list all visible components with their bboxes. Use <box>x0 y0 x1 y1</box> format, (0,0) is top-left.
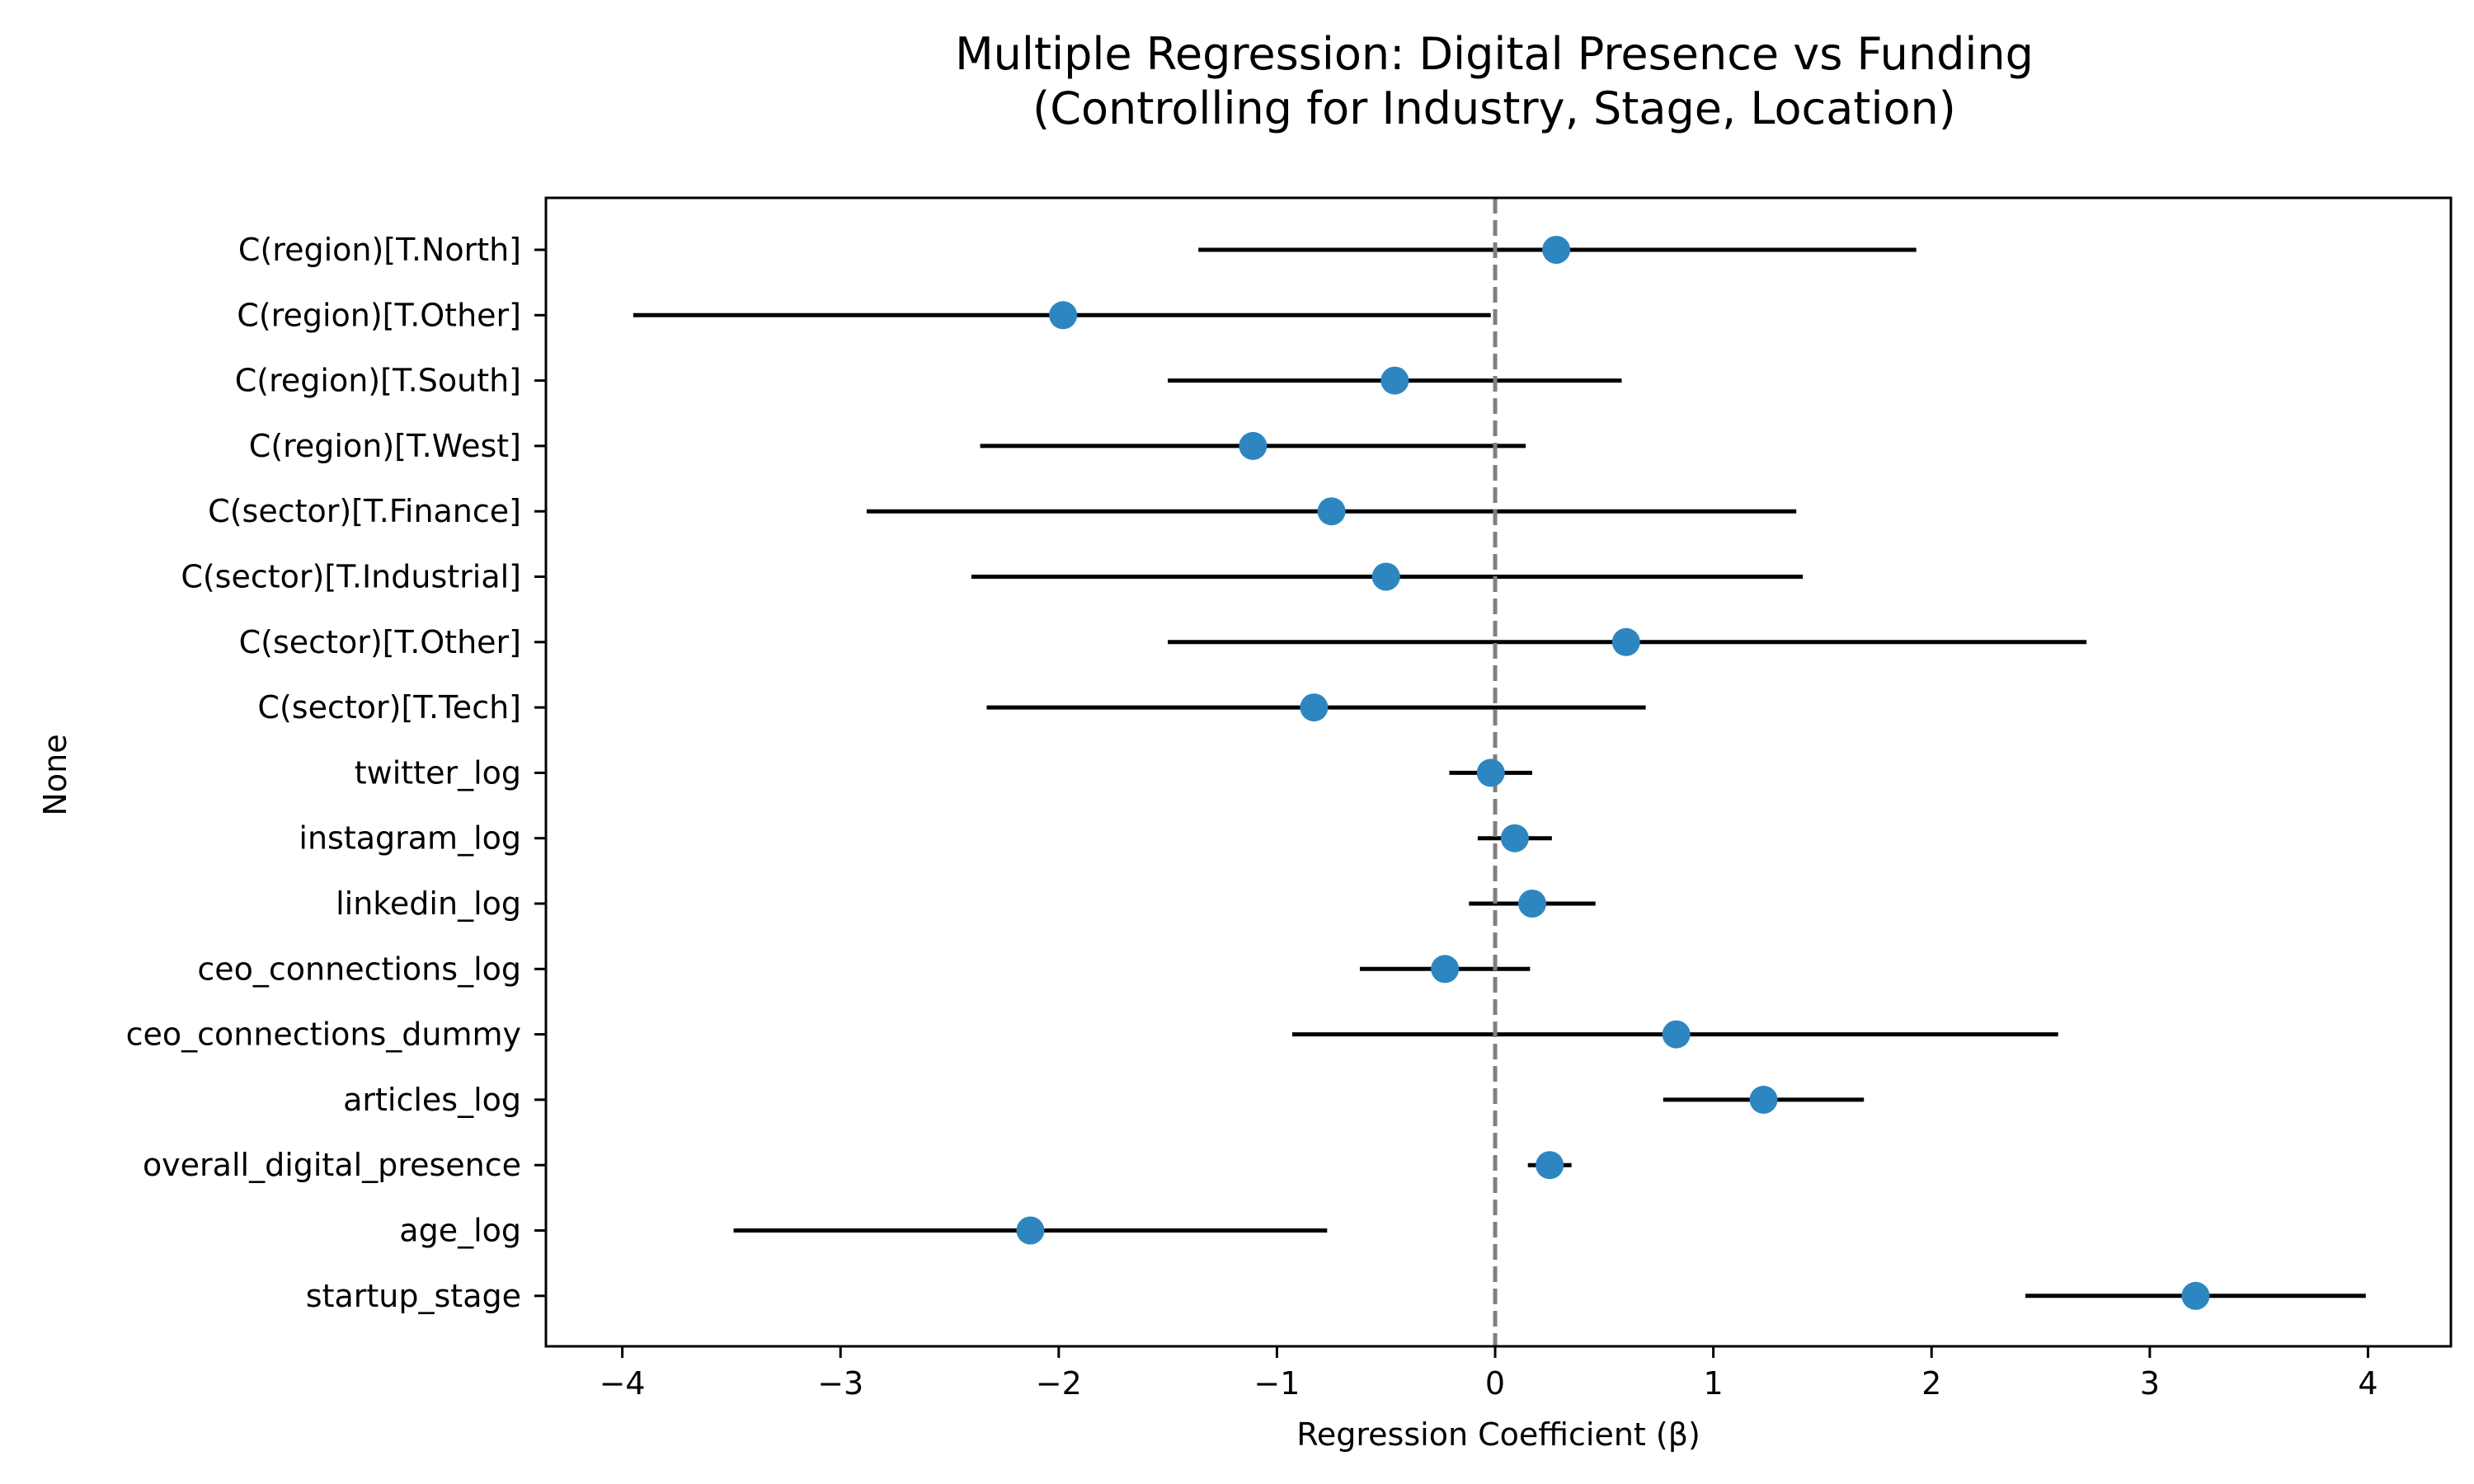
y-tick-label: instagram_log <box>299 820 521 857</box>
plot-frame <box>544 196 2453 1348</box>
chart-title-line-1: Multiple Regression: Digital Presence vs… <box>955 28 2034 80</box>
y-tick-label: ceo_connections_log <box>197 951 521 987</box>
coefficient-point <box>1016 1216 1045 1245</box>
x-tick-label: 4 <box>2358 1365 2378 1402</box>
y-tick-label: C(sector)[T.Tech] <box>257 689 521 726</box>
coefficient-point <box>1500 824 1529 852</box>
chart-title-line-2: (Controlling for Industry, Stage, Locati… <box>1032 82 1956 134</box>
x-tick-label: 1 <box>1704 1365 1724 1402</box>
coefficient-point <box>1049 301 1078 330</box>
coefficient-point <box>1239 431 1268 460</box>
coefficient-point <box>1371 562 1400 591</box>
y-tick-label: C(sector)[T.Other] <box>239 624 521 660</box>
coefficient-point <box>1611 627 1640 656</box>
y-tick-label: age_log <box>399 1213 521 1249</box>
x-tick-label: 0 <box>1485 1365 1505 1402</box>
y-tick-label: linkedin_log <box>336 885 521 922</box>
coefficient-point <box>1542 236 1571 264</box>
x-axis-label: Regression Coefficient (β) <box>1296 1416 1700 1453</box>
y-tick-label: C(region)[T.Other] <box>237 297 521 333</box>
x-tick-label: −3 <box>817 1365 863 1402</box>
coefficient-point <box>1518 890 1547 918</box>
x-tick-label: −4 <box>600 1365 646 1402</box>
y-tick-label: ceo_connections_dummy <box>126 1017 521 1053</box>
y-tick-label: articles_log <box>343 1082 521 1118</box>
y-tick-label: overall_digital_presence <box>143 1147 521 1183</box>
y-tick-label: C(sector)[T.Industrial] <box>181 559 521 595</box>
y-tick-label: startup_stage <box>306 1278 521 1314</box>
coefficient-point <box>1476 758 1505 787</box>
y-tick-label: twitter_log <box>355 754 521 791</box>
coefficient-point <box>2181 1281 2210 1310</box>
coefficient-point <box>1536 1151 1564 1180</box>
coefficient-point <box>1662 1020 1691 1049</box>
y-tick-label: C(region)[T.South] <box>235 363 521 399</box>
coefficient-point <box>1317 497 1346 526</box>
coefficient-point <box>1749 1085 1778 1114</box>
x-tick-label: 2 <box>1921 1365 1941 1402</box>
plot-area: −4 −3 −2 −1 0 1 2 3 4 C(region)[T.North] C(region)… <box>126 198 2378 1402</box>
y-tick-label: C(region)[T.North] <box>238 232 521 268</box>
y-tick-label: C(sector)[T.Finance] <box>208 493 521 529</box>
coefficient-point <box>1380 366 1409 395</box>
x-tick-label: 3 <box>2140 1365 2160 1402</box>
x-tick-label: −1 <box>1253 1365 1300 1402</box>
coefficient-point <box>1300 693 1329 722</box>
x-tick-label: −2 <box>1036 1365 1082 1402</box>
y-axis-label: None <box>37 734 73 815</box>
y-tick-label: C(region)[T.West] <box>249 428 521 464</box>
coefficient-point <box>1431 955 1460 984</box>
